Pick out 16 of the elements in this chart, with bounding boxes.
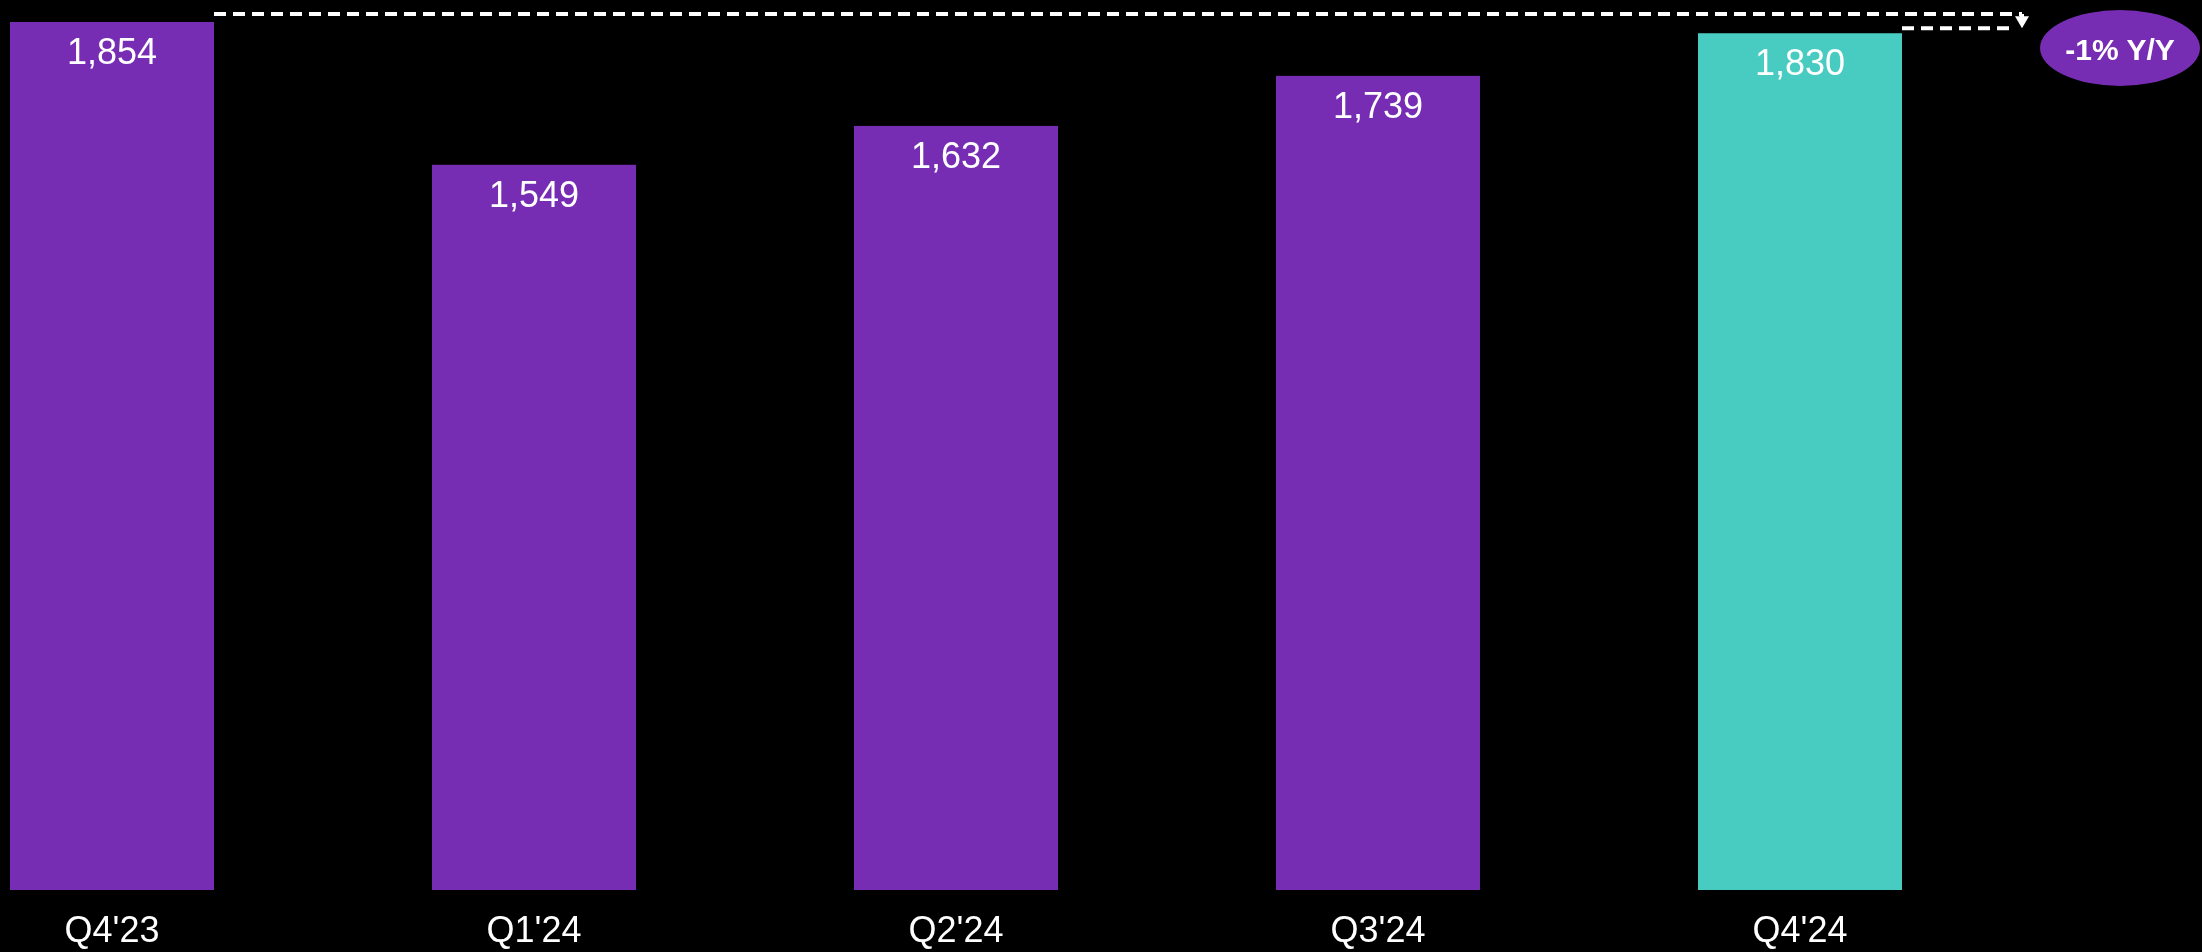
data-label: 1,549 [488, 173, 580, 215]
data-label: 1,830 [1754, 42, 1846, 84]
x-tick-label: Q2'24 [908, 909, 1004, 950]
x-tick-label: Q4'24 [1752, 909, 1848, 950]
data-label: 1,739 [1332, 84, 1424, 126]
x-tick-label: Q4'23 [64, 909, 160, 950]
bar [1698, 33, 1902, 890]
data-label: 1,854 [66, 31, 158, 72]
data-label: 1,632 [910, 134, 1002, 176]
pill-badge: -1% Y/Y [2040, 10, 2200, 86]
x-tick-label: Q3'24 [1330, 909, 1426, 950]
bar [432, 164, 636, 890]
x-tick-label: Q1'24 [486, 909, 582, 950]
bar [10, 22, 214, 890]
bar [1276, 75, 1480, 890]
bar [854, 125, 1058, 890]
